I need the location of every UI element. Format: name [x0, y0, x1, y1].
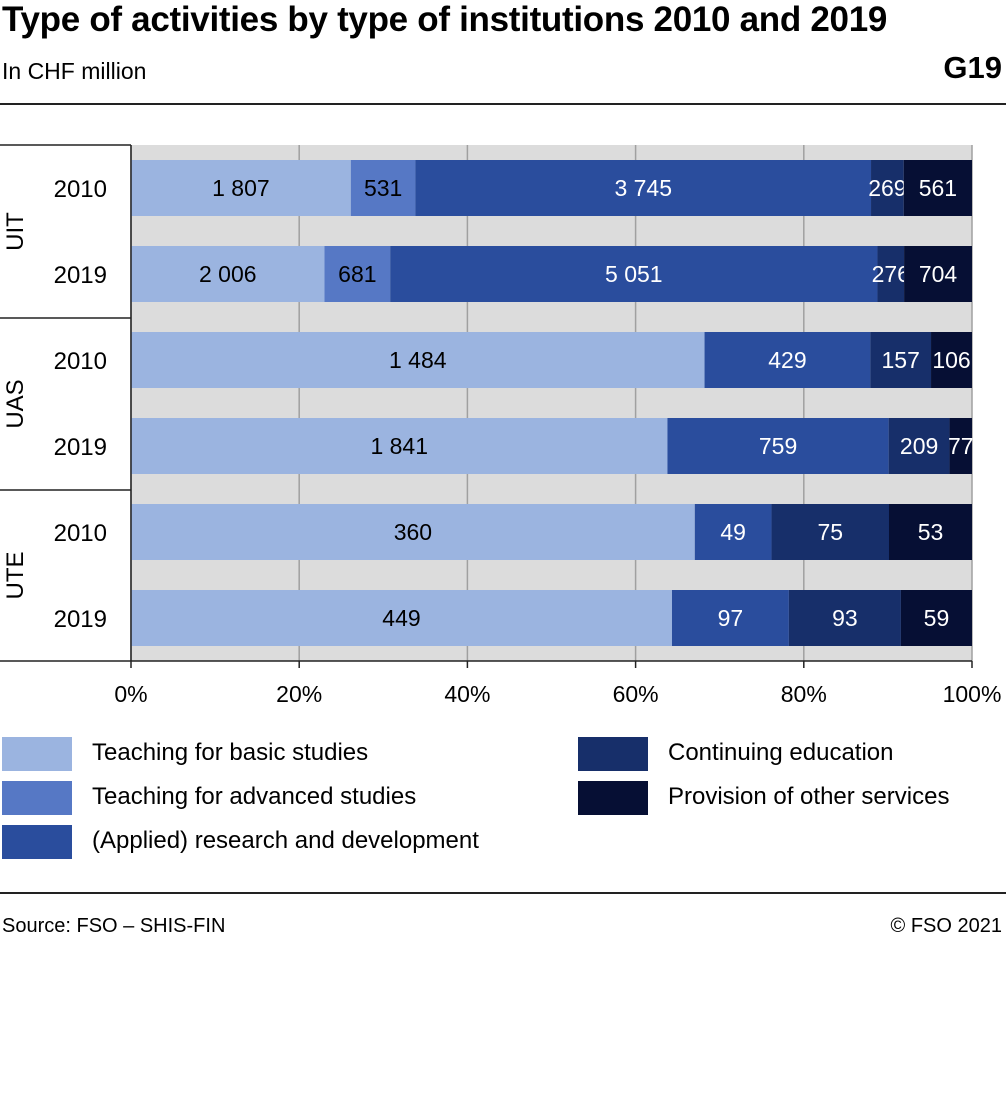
bar-value-label: 681	[338, 261, 376, 287]
bar-segment	[324, 246, 391, 302]
chart-title: Type of activities by type of institutio…	[2, 0, 888, 39]
bar-value-label: 704	[919, 261, 958, 287]
bar-value-label: 561	[919, 175, 957, 201]
chart-subtitle: In CHF million	[2, 58, 147, 84]
bar-segment	[131, 332, 705, 388]
group-label: UTE	[2, 552, 29, 600]
bar-segment	[667, 418, 889, 474]
bar-value-label: 77	[948, 433, 974, 459]
bar-segment	[871, 160, 904, 216]
bar-segment	[704, 332, 871, 388]
top-rule	[0, 103, 1006, 105]
bar-value-label: 531	[364, 175, 402, 201]
group-label: UIT	[2, 212, 29, 251]
row-label: 2010	[54, 348, 107, 375]
bar-segment	[870, 332, 932, 388]
legend-swatch	[2, 825, 72, 859]
bar-value-label: 360	[394, 519, 432, 545]
x-tick-label: 40%	[444, 681, 490, 707]
bar-segment	[931, 332, 972, 388]
bar-value-label: 209	[900, 433, 938, 459]
legend-label: (Applied) research and development	[92, 827, 479, 854]
bar-segment	[131, 504, 695, 560]
bar-value-label: 2 006	[199, 261, 257, 287]
bar-segment	[131, 418, 668, 474]
bar-value-label: 5 051	[605, 261, 663, 287]
bar-value-label: 429	[768, 347, 806, 373]
x-tick-label: 60%	[613, 681, 659, 707]
bar-segment	[904, 246, 972, 302]
bar-segment	[888, 418, 950, 474]
row-label: 2019	[54, 434, 107, 461]
bar-segment	[131, 160, 351, 216]
bar-segment	[390, 246, 878, 302]
bar-segment	[903, 160, 972, 216]
bar-value-label: 269	[868, 175, 906, 201]
bar-segment	[671, 590, 789, 646]
bar-value-label: 276	[872, 261, 910, 287]
row-label: 2010	[54, 176, 107, 203]
bar-value-label: 157	[882, 347, 920, 373]
bar-value-label: 106	[932, 347, 970, 373]
x-tick-label: 0%	[114, 681, 147, 707]
legend-swatch	[578, 781, 648, 815]
row-label: 2019	[54, 606, 107, 633]
stacked-bar-chart: 0% 20% 40% 60% 80% 100% 1 807 531 3 745 269 561 2 0…	[0, 144, 1002, 707]
bar-segment	[131, 246, 325, 302]
bar-segment	[771, 504, 889, 560]
legend-swatch	[578, 737, 648, 771]
bar-value-label: 93	[832, 605, 858, 631]
bar-segment	[350, 160, 416, 216]
bar-segment	[900, 590, 972, 646]
x-tick-label: 20%	[276, 681, 322, 707]
x-tick-label: 100%	[943, 681, 1002, 707]
x-tick-label: 80%	[781, 681, 827, 707]
bar-segment	[788, 590, 901, 646]
legend-label: Continuing education	[668, 739, 894, 766]
bottom-rule	[0, 892, 1006, 894]
bar-value-label: 449	[382, 605, 420, 631]
bar-segment	[888, 504, 972, 560]
copyright-note: © FSO 2021	[890, 915, 1002, 937]
bar-value-label: 759	[759, 433, 797, 459]
bar-value-label: 3 745	[614, 175, 672, 201]
legend-label: Provision of other services	[668, 783, 950, 810]
bar-value-label: 97	[718, 605, 744, 631]
legend-swatch	[2, 781, 72, 815]
row-label: 2010	[54, 520, 107, 547]
bar-value-label: 1 841	[370, 433, 428, 459]
legend-label: Teaching for basic studies	[92, 739, 369, 766]
source-note: Source: FSO – SHIS-FIN	[2, 915, 226, 937]
plot-area	[131, 145, 972, 661]
bar-value-label: 1 484	[389, 347, 447, 373]
row-label: 2019	[54, 262, 107, 289]
legend-swatch	[2, 737, 72, 771]
bar-segment	[694, 504, 772, 560]
bar-segment	[131, 590, 672, 646]
bar-value-label: 53	[918, 519, 944, 545]
bar-segment	[949, 418, 972, 474]
bar-value-label: 75	[817, 519, 843, 545]
group-label: UAS	[2, 379, 29, 428]
legend-label: Teaching for advanced studies	[92, 783, 417, 810]
bar-value-label: 49	[720, 519, 746, 545]
bar-segment	[877, 246, 905, 302]
bar-segment	[415, 160, 872, 216]
bar-value-label: 1 807	[212, 175, 270, 201]
chart-code: G19	[943, 50, 1002, 85]
bar-value-label: 59	[924, 605, 950, 631]
